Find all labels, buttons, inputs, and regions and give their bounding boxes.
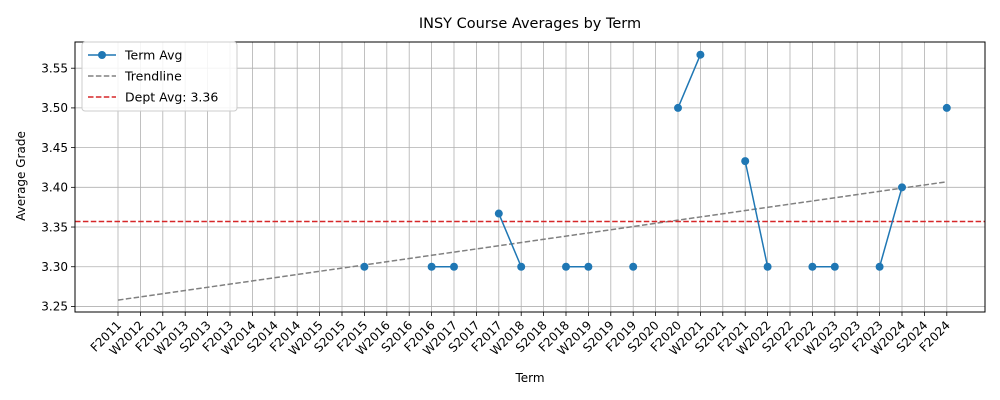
data-point [808, 262, 817, 271]
data-point [696, 50, 705, 59]
data-point [898, 183, 906, 192]
chart-title: INSY Course Averages by Term [419, 16, 641, 32]
y-tick-label: 3.50 [41, 101, 68, 115]
series-segment [498, 213, 522, 268]
data-point [942, 103, 951, 112]
trendline [117, 181, 947, 301]
data-point [562, 262, 570, 271]
series-segment [677, 54, 702, 109]
y-axis-label: Average Grade [14, 131, 28, 221]
data-point [517, 262, 526, 271]
data-point [584, 262, 593, 271]
data-point [360, 262, 369, 271]
legend-box [81, 41, 238, 112]
y-tick-label: 3.25 [41, 300, 68, 314]
data-point [763, 262, 772, 271]
data-point [450, 262, 458, 271]
data-point [427, 262, 436, 271]
legend-term-avg-label: Term Avg [124, 48, 182, 63]
legend: Term Avg Trendline Dept Avg: 3.36 [81, 41, 238, 112]
series-layer [360, 50, 951, 271]
data-point [875, 262, 884, 271]
data-point [674, 103, 682, 112]
data-point [741, 157, 750, 166]
legend-trendline-label: Trendline [124, 69, 182, 84]
y-tick-label: 3.40 [41, 181, 68, 195]
trendline-layer [117, 181, 947, 301]
series-segment [878, 187, 903, 267]
legend-term-avg-marker [98, 51, 106, 59]
y-axis-ticks: 3.25 3.30 3.35 3.40 3.45 3.50 3.55 [41, 62, 75, 314]
data-point [629, 262, 638, 271]
plot-frame [74, 41, 986, 313]
series-segment [744, 160, 769, 267]
y-tick-label: 3.45 [41, 141, 68, 155]
data-point [830, 262, 839, 271]
y-tick-label: 3.30 [41, 260, 68, 274]
y-tick-label: 3.35 [41, 220, 68, 234]
y-tick-label: 3.55 [41, 62, 68, 76]
legend-dept-avg-label: Dept Avg: 3.36 [125, 90, 218, 105]
data-point [494, 209, 503, 218]
x-axis-label: Term [514, 371, 544, 385]
